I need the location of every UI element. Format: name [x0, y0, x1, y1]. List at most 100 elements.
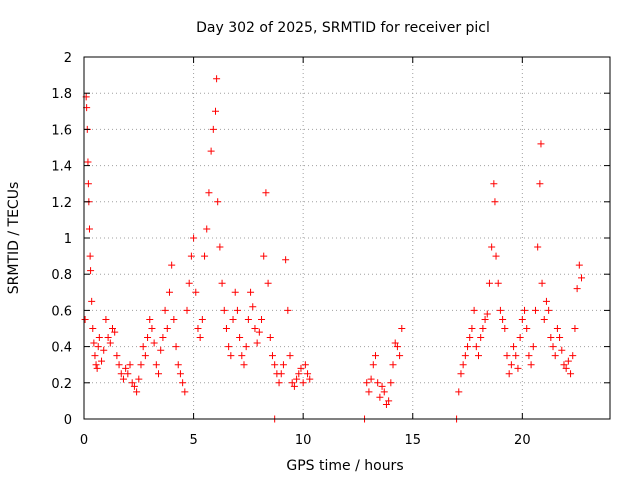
- data-point: [376, 393, 384, 401]
- data-point: [176, 370, 184, 378]
- data-point: [461, 352, 469, 360]
- data-point: [229, 315, 237, 323]
- axes: 00.20.40.60.811.21.41.61.820 5 10 15 20: [51, 51, 610, 448]
- data-point: [556, 334, 564, 342]
- data-point: [194, 325, 202, 332]
- data-point: [464, 343, 472, 351]
- data-point: [90, 339, 98, 347]
- x-tick-label: 10: [295, 433, 312, 448]
- data-point: [514, 364, 522, 372]
- data-point: [266, 334, 274, 342]
- data-point: [108, 325, 116, 332]
- data-point: [179, 379, 187, 387]
- data-point: [233, 306, 241, 314]
- data-point: [492, 252, 500, 260]
- data-point: [159, 334, 167, 342]
- data-point: [157, 346, 165, 354]
- data-point: [198, 315, 206, 323]
- data-point: [549, 343, 557, 351]
- data-point: [87, 267, 95, 275]
- data-point: [94, 343, 102, 351]
- data-point: [238, 352, 246, 360]
- data-point: [385, 397, 393, 405]
- data-point: [225, 343, 233, 351]
- data-point: [481, 315, 489, 323]
- data-point: [378, 382, 386, 390]
- data-point: [501, 325, 509, 332]
- data-point: [207, 147, 215, 155]
- y-tick-label: 1.8: [51, 87, 72, 102]
- data-point: [466, 334, 474, 342]
- data-point: [367, 375, 375, 383]
- data-point: [240, 361, 248, 369]
- data-point: [201, 252, 209, 260]
- data-point: [510, 343, 518, 351]
- data-point: [475, 352, 482, 360]
- data-point: [95, 334, 103, 342]
- data-point: [183, 306, 191, 314]
- data-point: [299, 379, 307, 387]
- data-point: [98, 357, 106, 365]
- data-point: [569, 352, 577, 360]
- data-point: [141, 352, 149, 360]
- data-point: [290, 382, 298, 390]
- data-point: [472, 343, 480, 351]
- data-point: [529, 343, 537, 351]
- data-point: [297, 364, 305, 372]
- data-point: [282, 256, 290, 264]
- data-point: [209, 125, 217, 133]
- data-point: [222, 325, 230, 332]
- data-point: [152, 361, 160, 369]
- data-point: [133, 388, 141, 396]
- data-point: [137, 361, 145, 369]
- data-point: [483, 310, 491, 318]
- data-point: [104, 334, 112, 342]
- y-tick-label: 0: [64, 413, 72, 428]
- data-point: [135, 375, 143, 383]
- data-point: [389, 361, 397, 369]
- data-point: [571, 325, 579, 332]
- data-point: [537, 140, 545, 148]
- data-point: [536, 180, 544, 188]
- data-point: [161, 306, 169, 314]
- data-point: [242, 343, 250, 351]
- y-tick-label: 1: [64, 232, 72, 247]
- y-tick-label: 0.6: [51, 304, 72, 319]
- data-point: [578, 274, 586, 282]
- data-point: [236, 334, 244, 342]
- y-tick-label: 1.4: [51, 160, 72, 175]
- data-point: [220, 306, 228, 314]
- data-point: [117, 370, 125, 378]
- data-point: [130, 382, 138, 390]
- data-point: [163, 325, 171, 332]
- data-point: [488, 243, 496, 251]
- data-point: [218, 279, 226, 287]
- data-point: [387, 379, 395, 387]
- data-point: [562, 364, 570, 372]
- data-point: [251, 325, 259, 332]
- data-point: [268, 352, 276, 360]
- data-point: [295, 370, 303, 378]
- data-point: [496, 306, 504, 314]
- data-point: [534, 243, 542, 251]
- data-point: [144, 334, 152, 342]
- data-point: [490, 180, 498, 188]
- data-point: [286, 352, 294, 360]
- data-point: [174, 361, 182, 369]
- data-point: [380, 388, 388, 396]
- data-point: [231, 288, 239, 296]
- data-point: [271, 361, 279, 369]
- data-point: [505, 370, 513, 378]
- data-point: [165, 288, 173, 296]
- data-point: [249, 303, 257, 311]
- data-point: [382, 401, 390, 409]
- data-point: [279, 361, 287, 369]
- data-point: [262, 189, 270, 197]
- data-point: [187, 252, 195, 260]
- data-point: [538, 279, 546, 287]
- data-point: [253, 339, 261, 347]
- data-point: [288, 379, 296, 387]
- data-point: [84, 180, 92, 188]
- data-point: [212, 107, 219, 115]
